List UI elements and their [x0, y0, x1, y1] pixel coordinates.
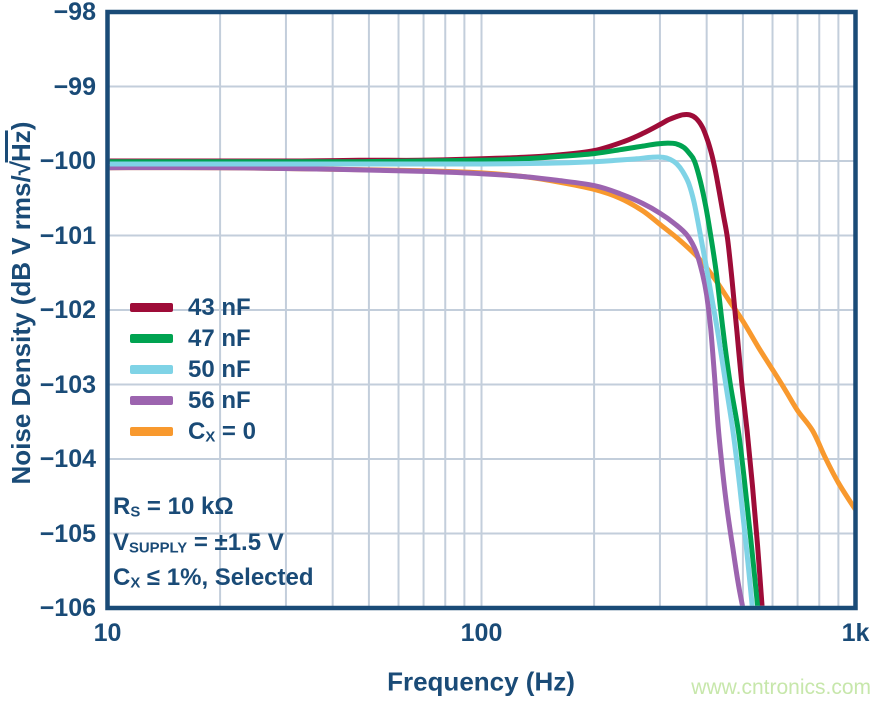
text-segment: R [113, 493, 131, 520]
legend-label: 56 nF [188, 387, 251, 415]
y-tick-label: −102 [39, 296, 96, 324]
y-tick-label: −103 [39, 370, 96, 399]
legend-item-50-nf: 50 nF [130, 354, 256, 385]
text-segment: 50 nF [188, 355, 251, 383]
annotation-line: RS = 10 kΩ [113, 492, 314, 528]
y-tick-label: −99 [53, 72, 96, 101]
subscript-text: X [205, 429, 216, 446]
x-tick-label: 1k [841, 619, 870, 647]
legend-swatch [130, 365, 173, 374]
legend-swatch [130, 396, 173, 405]
subscript-text: S [130, 504, 141, 521]
series-curves [109, 111, 854, 606]
legend-item-43-nf: 43 nF [130, 292, 256, 323]
text-segment: C [113, 564, 131, 592]
text-segment: = 0 [215, 417, 256, 445]
y-tick-label: −101 [39, 221, 96, 250]
text-segment: ) [6, 121, 36, 131]
legend-item-47-nf: 47 nF [130, 323, 256, 354]
curve-50-nf [109, 154, 755, 606]
y-tick-label: −100 [39, 147, 96, 175]
text-segment: 47 nF [188, 324, 251, 352]
annotation-block: RS = 10 kΩ VSUPPLY = ±1.5 V CX ≤ 1%, Selec… [113, 492, 314, 599]
text-segment: = 10 kΩ [140, 493, 234, 520]
y-tick-label: −98 [53, 0, 96, 26]
legend-label: CX = 0 [188, 418, 256, 446]
text-segment: ≤ 1%, Selected [140, 564, 314, 592]
legend-item-56-nf: 56 nF [130, 385, 256, 416]
legend-label: 50 nF [188, 356, 251, 384]
subscript-text: SUPPLY [129, 540, 188, 557]
annotation-line: CX ≤ 1%, Selected [113, 563, 314, 599]
text-segment: 56 nF [188, 386, 251, 414]
text-segment: = ±1.5 V [187, 528, 284, 556]
watermark: www.cntronics.com [691, 676, 871, 699]
text-segment: C [188, 417, 206, 445]
legend-label: 43 nF [188, 294, 251, 322]
x-tick-label: 100 [460, 619, 503, 647]
legend-swatch [130, 303, 173, 312]
legend-label: 47 nF [188, 325, 251, 353]
y-tick-label: −106 [39, 594, 96, 622]
subscript-text: X [130, 576, 141, 593]
annotation-line: VSUPPLY = ±1.5 V [113, 528, 314, 564]
legend-swatch [130, 334, 173, 343]
curve-56-nf [109, 165, 746, 606]
legend-item-cx-0: CX = 0 [130, 416, 256, 447]
legend-swatch [130, 427, 173, 436]
y-tick-label: −104 [39, 445, 96, 473]
text-segment: V [113, 528, 130, 556]
x-axis-title: Frequency (Hz) [387, 666, 575, 697]
plot-border [105, 9, 858, 611]
legend: 43 nF 47 nF 50 nF 56 nF CX = 0 [130, 292, 256, 447]
text-segment: 43 nF [188, 293, 251, 321]
x-tick-label: 10 [93, 619, 122, 647]
y-tick-label: −105 [39, 519, 96, 548]
